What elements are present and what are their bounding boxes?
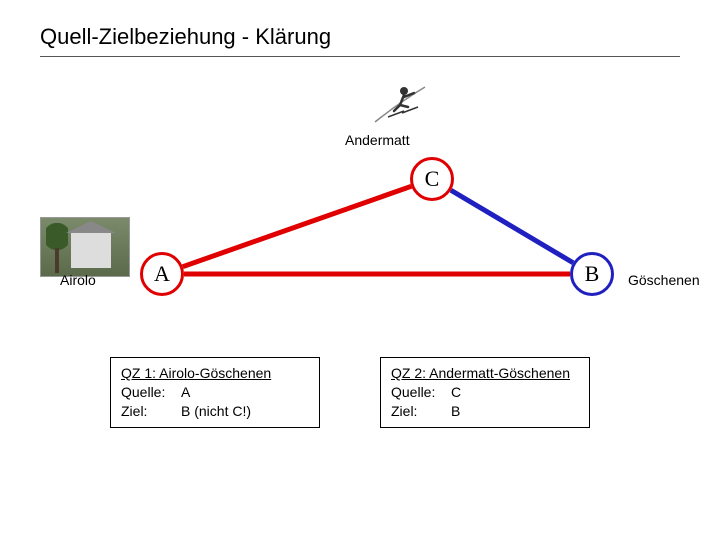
box2-ziel-label: Ziel: <box>391 402 451 421</box>
box2-quelle-label: Quelle: <box>391 383 451 402</box>
label-andermatt: Andermatt <box>345 132 410 148</box>
edges <box>40 77 680 337</box>
label-goeschenen: Göschenen <box>628 272 700 288</box>
box1-ziel-label: Ziel: <box>121 402 181 421</box>
box2-ziel-value: B <box>451 402 460 421</box>
box1-quelle-label: Quelle: <box>121 383 181 402</box>
node-c: C <box>410 157 454 201</box>
diagram: Andermatt Airolo Göschenen A B C <box>40 77 680 337</box>
box1-quelle-value: A <box>181 383 190 402</box>
node-b: B <box>570 252 614 296</box>
label-airolo: Airolo <box>60 272 96 288</box>
box1-title: QZ 1: Airolo-Göschenen <box>121 364 309 383</box>
info-box-2: QZ 2: Andermatt-Göschenen Quelle: C Ziel… <box>380 357 590 428</box>
box1-ziel-value: B (nicht C!) <box>181 402 251 421</box>
box2-title: QZ 2: Andermatt-Göschenen <box>391 364 579 383</box>
node-a: A <box>140 252 184 296</box>
box2-quelle-value: C <box>451 383 461 402</box>
page-title: Quell-Zielbeziehung - Klärung <box>40 24 680 57</box>
info-box-1: QZ 1: Airolo-Göschenen Quelle: A Ziel: B… <box>110 357 320 428</box>
